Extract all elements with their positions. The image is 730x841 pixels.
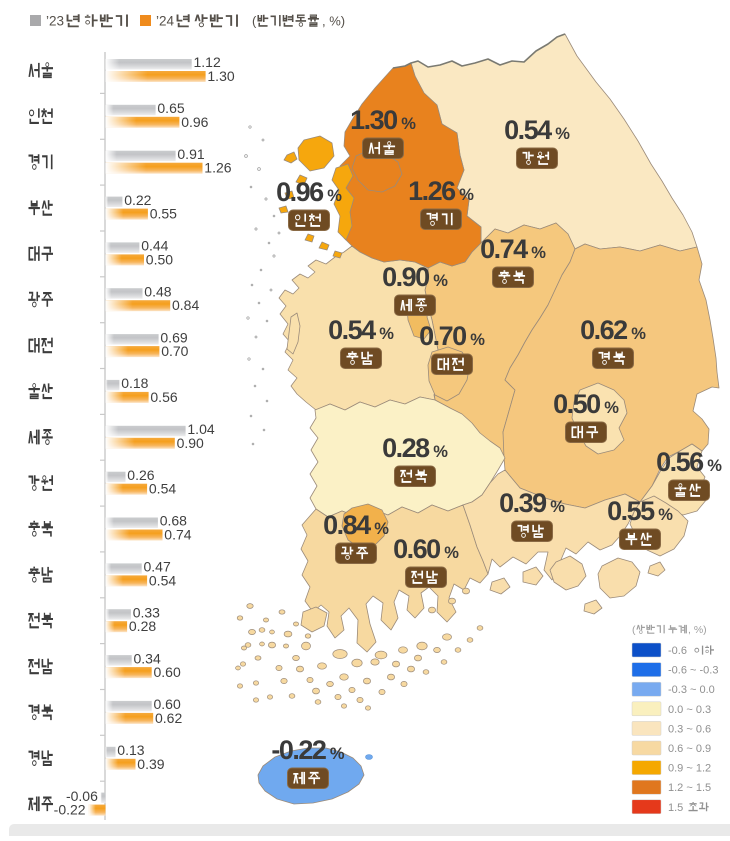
svg-text:0.96: 0.96 xyxy=(181,114,208,130)
svg-text:(: ( xyxy=(632,624,636,636)
svg-text:0.91: 0.91 xyxy=(177,146,204,162)
svg-text:0.26: 0.26 xyxy=(127,467,154,483)
svg-text:%: % xyxy=(379,325,394,343)
svg-text:%: % xyxy=(555,125,570,143)
svg-text:%: % xyxy=(470,331,485,349)
svg-text:1.26: 1.26 xyxy=(408,176,456,206)
svg-text:0.56: 0.56 xyxy=(656,447,704,477)
svg-text:0.39: 0.39 xyxy=(499,488,547,518)
svg-text:0.96: 0.96 xyxy=(276,177,324,207)
svg-text:0.55: 0.55 xyxy=(150,206,177,222)
svg-text:%: % xyxy=(604,399,619,417)
svg-text:0.48: 0.48 xyxy=(144,283,171,299)
svg-text:’24: ’24 xyxy=(156,14,175,29)
svg-text:0.60: 0.60 xyxy=(154,696,181,712)
svg-text:%: % xyxy=(459,186,474,204)
svg-text:(: ( xyxy=(252,14,257,29)
svg-text:0.65: 0.65 xyxy=(157,100,184,116)
svg-text:0.9 ~ 1.2: 0.9 ~ 1.2 xyxy=(668,763,711,775)
svg-text:0.44: 0.44 xyxy=(141,238,168,254)
svg-text:%: % xyxy=(433,443,448,461)
svg-text:1.5: 1.5 xyxy=(668,802,683,814)
svg-text:1.12: 1.12 xyxy=(194,54,221,70)
svg-text:0.70: 0.70 xyxy=(161,343,188,359)
svg-text:0.68: 0.68 xyxy=(160,513,187,529)
svg-text:1.30: 1.30 xyxy=(350,105,397,135)
svg-text:0.18: 0.18 xyxy=(121,375,148,391)
svg-text:0.13: 0.13 xyxy=(117,742,144,758)
svg-text:0.84: 0.84 xyxy=(323,510,371,540)
svg-text:-0.22: -0.22 xyxy=(54,802,86,818)
svg-text:%: % xyxy=(707,457,722,475)
svg-text:-0.3 ~ 0.0: -0.3 ~ 0.0 xyxy=(668,684,715,696)
svg-text:0.47: 0.47 xyxy=(144,559,171,575)
svg-text:%: % xyxy=(444,544,459,562)
svg-text:1.26: 1.26 xyxy=(204,160,231,176)
svg-text:0.28: 0.28 xyxy=(129,618,156,634)
svg-text:-0.22: -0.22 xyxy=(271,735,326,765)
svg-text:-0.6 ~ -0.3: -0.6 ~ -0.3 xyxy=(668,665,718,677)
svg-text:0.90: 0.90 xyxy=(177,435,204,451)
svg-text:0.54: 0.54 xyxy=(328,315,376,345)
svg-text:0.54: 0.54 xyxy=(504,115,552,145)
svg-text:%: % xyxy=(550,498,565,516)
svg-text:%: % xyxy=(658,506,673,524)
svg-text:, %): , %) xyxy=(688,624,707,636)
svg-text:%: % xyxy=(374,520,389,538)
svg-text:%: % xyxy=(401,115,416,133)
svg-text:0.22: 0.22 xyxy=(124,192,151,208)
svg-text:-0.06: -0.06 xyxy=(66,788,98,804)
svg-text:0.39: 0.39 xyxy=(137,756,164,772)
svg-text:0.74: 0.74 xyxy=(480,234,528,264)
svg-text:0.28: 0.28 xyxy=(382,433,430,463)
svg-text:0.62: 0.62 xyxy=(580,315,627,345)
svg-text:%: % xyxy=(327,187,342,205)
svg-text:%: % xyxy=(631,325,646,343)
svg-text:0.50: 0.50 xyxy=(146,251,173,267)
svg-text:0.34: 0.34 xyxy=(134,650,161,666)
svg-text:0.74: 0.74 xyxy=(164,527,191,543)
svg-text:1.04: 1.04 xyxy=(187,421,214,437)
svg-text:0.60: 0.60 xyxy=(393,534,440,564)
svg-text:0.56: 0.56 xyxy=(150,389,177,405)
svg-text:0.0 ~ 0.3: 0.0 ~ 0.3 xyxy=(668,704,711,716)
svg-text:1.2 ~ 1.5: 1.2 ~ 1.5 xyxy=(668,782,711,794)
svg-text:%: % xyxy=(531,244,546,262)
svg-text:0.54: 0.54 xyxy=(149,572,176,588)
svg-text:0.6 ~ 0.9: 0.6 ~ 0.9 xyxy=(668,743,711,755)
svg-text:%: % xyxy=(330,745,345,763)
svg-text:0.55: 0.55 xyxy=(607,496,655,526)
svg-text:1.30: 1.30 xyxy=(207,68,234,84)
svg-text:0.70: 0.70 xyxy=(419,321,466,351)
svg-text:-0.6: -0.6 xyxy=(668,645,687,657)
svg-text:0.84: 0.84 xyxy=(172,297,199,313)
svg-text:0.54: 0.54 xyxy=(149,481,176,497)
svg-text:%: % xyxy=(433,272,448,290)
svg-text:0.60: 0.60 xyxy=(154,664,181,680)
svg-text:0.3 ~ 0.6: 0.3 ~ 0.6 xyxy=(668,723,711,735)
svg-text:, %): , %) xyxy=(322,14,345,29)
svg-text:0.50: 0.50 xyxy=(553,389,600,419)
svg-text:0.69: 0.69 xyxy=(160,329,187,345)
svg-text:0.62: 0.62 xyxy=(155,710,182,726)
svg-text:’23: ’23 xyxy=(46,14,64,29)
svg-text:0.33: 0.33 xyxy=(133,604,160,620)
svg-text:0.90: 0.90 xyxy=(382,262,429,292)
